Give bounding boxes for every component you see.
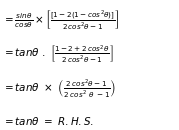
Text: $= tan\theta\ .\ \left[\frac{1-2+2\,cos^{2}\theta}{2\,cos^{2}\theta-1}\right]$: $= tan\theta\ .\ \left[\frac{1-2+2\,cos^…: [2, 44, 113, 65]
Text: $= \frac{sin\theta}{cos\theta} \times \left[\frac{[1-2(1-cos^{2}\theta)]}{2\,cos: $= \frac{sin\theta}{cos\theta} \times \l…: [2, 8, 119, 31]
Text: $= tan\theta\ \times\ \left(\frac{2\ cos^{2}\theta-1}{2\ cos^{2}\ \theta\ -1}\ri: $= tan\theta\ \times\ \left(\frac{2\ cos…: [2, 77, 116, 99]
Text: $= tan\theta\ =\ R.H.S.$: $= tan\theta\ =\ R.H.S.$: [2, 115, 94, 127]
